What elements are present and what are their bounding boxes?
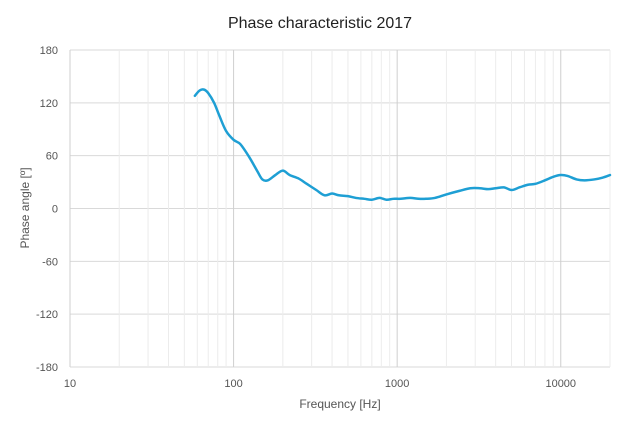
- x-tick-label: 1000: [385, 378, 409, 390]
- chart-title: Phase characteristic 2017: [228, 15, 412, 32]
- y-tick-label: -60: [42, 256, 58, 268]
- y-axis-ticks: 180 120 60 0 -60 -120 -180: [36, 45, 58, 374]
- y-tick-label: 0: [52, 204, 58, 216]
- y-tick-label: -120: [36, 309, 58, 321]
- y-tick-label: 120: [40, 98, 58, 110]
- grid: [69, 49, 611, 368]
- x-tick-label: 10000: [545, 378, 576, 390]
- x-axis-label: Frequency [Hz]: [299, 397, 380, 411]
- phase-series-line: [193, 88, 612, 201]
- y-tick-label: -180: [36, 362, 58, 374]
- x-tick-label: 100: [224, 378, 242, 390]
- x-axis-ticks: 10 100 1000 10000: [64, 378, 576, 390]
- y-axis-label: Phase angle [º]: [18, 167, 32, 248]
- y-tick-label: 60: [46, 151, 58, 163]
- x-tick-label: 10: [64, 378, 76, 390]
- series: [193, 88, 612, 201]
- y-tick-label: 180: [40, 45, 58, 57]
